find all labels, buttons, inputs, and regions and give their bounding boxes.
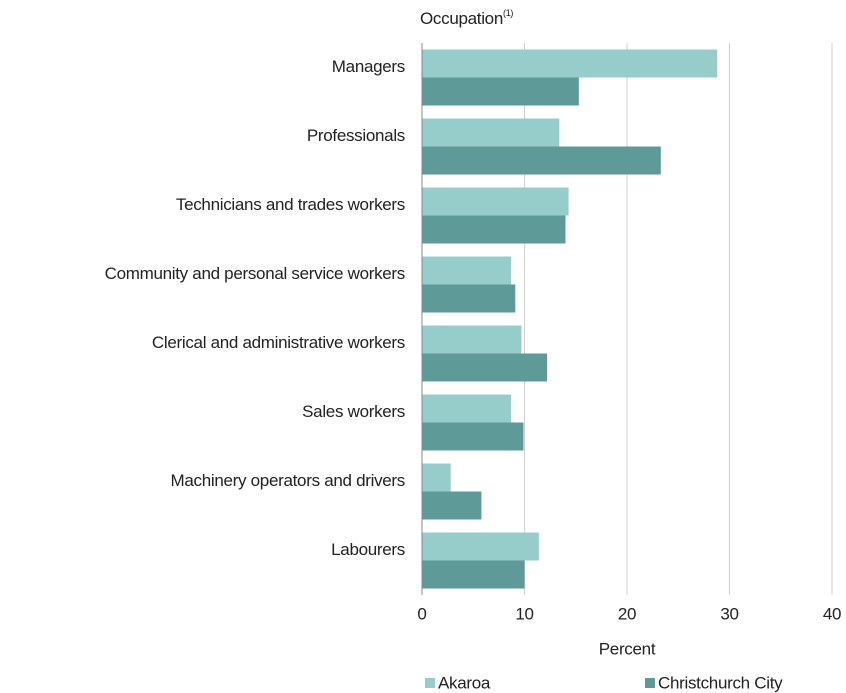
bar [422, 560, 525, 589]
y-tick-label: Community and personal service workers [105, 264, 405, 283]
bar [422, 532, 539, 561]
legend-label: Christchurch City [658, 673, 783, 692]
y-tick-label: Managers [332, 57, 405, 76]
bar [422, 256, 512, 285]
title-text: Occupation [420, 9, 503, 28]
bar [422, 215, 566, 244]
bar [422, 77, 579, 106]
legend-label: Akaroa [438, 673, 491, 692]
y-tick-label: Technicians and trades workers [176, 195, 405, 214]
x-tick-label: 10 [515, 604, 533, 623]
bar [422, 187, 569, 216]
y-tick-label: Clerical and administrative workers [152, 333, 405, 352]
x-tick-label: 40 [823, 604, 841, 623]
bar [422, 394, 512, 423]
y-tick-label: Labourers [331, 540, 405, 559]
x-tick-label: 20 [618, 604, 636, 623]
y-tick-label: Professionals [307, 126, 405, 145]
bar [422, 353, 548, 382]
chart-title: Occupation(1) [420, 8, 513, 28]
y-tick-label: Machinery operators and drivers [171, 471, 405, 490]
title-note: (1) [503, 8, 513, 18]
bar [422, 325, 522, 354]
legend-swatch [645, 678, 655, 688]
bar [422, 491, 482, 520]
bar [422, 284, 516, 313]
bar [422, 463, 451, 492]
x-tick-label: 30 [720, 604, 738, 623]
x-axis-label: Percent [599, 639, 656, 658]
bar [422, 49, 718, 78]
bar [422, 146, 661, 175]
y-tick-label: Sales workers [302, 402, 405, 421]
bar [422, 118, 560, 147]
legend-swatch [425, 678, 435, 688]
bar [422, 422, 524, 451]
x-tick-label: 0 [417, 604, 426, 623]
